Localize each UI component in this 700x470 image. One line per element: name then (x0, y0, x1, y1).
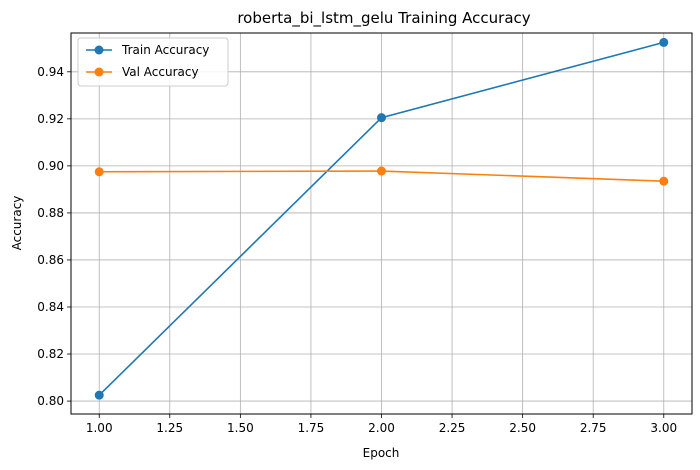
x-tick-label: 2.50 (509, 421, 536, 435)
x-axis-label: Epoch (363, 446, 400, 460)
y-tick-label: 0.80 (37, 394, 64, 408)
x-tick-label: 2.25 (439, 421, 466, 435)
train-accuracy-point (94, 390, 104, 400)
val-accuracy-point (377, 166, 386, 176)
train-accuracy-point (377, 113, 386, 123)
y-tick-label: 0.82 (37, 347, 64, 361)
legend-train-marker (94, 45, 104, 55)
y-tick-label: 0.94 (37, 65, 64, 79)
y-axis-label: Accuracy (10, 196, 24, 251)
y-tick-label: 0.84 (37, 300, 64, 314)
y-tick-label: 0.88 (37, 206, 64, 220)
x-tick-label: 1.00 (86, 421, 113, 435)
x-tick-label: 3.00 (650, 421, 677, 435)
chart-title: roberta_bi_lstm_gelu Training Accuracy (237, 9, 530, 28)
legend-train-label: Train Accuracy (121, 43, 209, 57)
series-layer (94, 37, 669, 400)
val-accuracy-point (94, 167, 104, 177)
x-axis-ticks: 1.00 1.25 1.50 1.75 2.00 2.25 2.50 2.75 3.00 (86, 414, 677, 435)
val-accuracy-point (659, 176, 669, 186)
x-tick-label: 2.75 (580, 421, 607, 435)
legend-item-train: Train Accuracy (86, 43, 209, 57)
y-tick-label: 0.90 (37, 159, 64, 173)
x-tick-label: 1.50 (227, 421, 254, 435)
legend-val-label: Val Accuracy (122, 65, 199, 79)
train-accuracy-point (659, 37, 669, 47)
y-tick-label: 0.86 (37, 253, 64, 267)
x-tick-label: 1.25 (156, 421, 183, 435)
legend-item-val: Val Accuracy (86, 65, 199, 79)
legend-box (77, 37, 229, 87)
y-axis-ticks: 0.80 0.82 0.84 0.86 0.88 0.90 0.92 0.94 (37, 65, 71, 408)
grid (71, 33, 692, 414)
legend: Train Accuracy Val Accuracy (77, 37, 229, 87)
x-tick-label: 2.00 (368, 421, 395, 435)
legend-val-marker (94, 67, 104, 77)
x-tick-label: 1.75 (298, 421, 325, 435)
y-tick-label: 0.92 (37, 112, 64, 126)
